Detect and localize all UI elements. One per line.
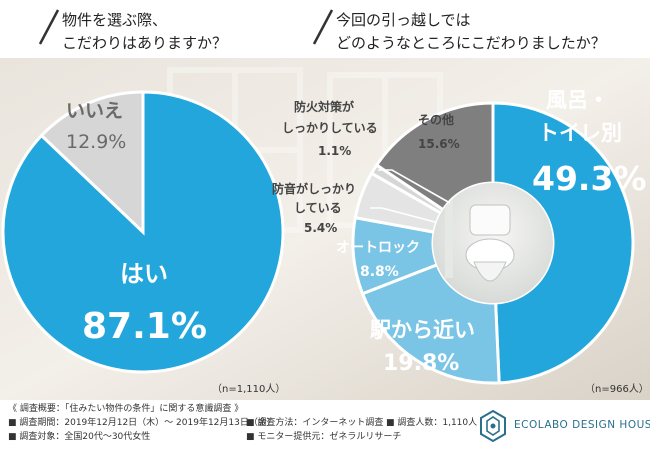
- survey-title: 《 調査概要：「住みたい物件の条件」に関する意識調査 》: [8, 404, 244, 414]
- slice-value-autolock: 8.8%: [360, 264, 399, 280]
- left-pie-slice-no: [39, 90, 145, 236]
- left-slice-label-yes: はい: [120, 260, 168, 288]
- slice-label-fireproof-1: 防火対策が: [294, 99, 354, 114]
- brand-name: ECOLABO DESIGN HOUSE: [514, 419, 650, 431]
- left-sample-note: （n=1,110人）: [212, 383, 285, 395]
- survey-method: ■ 調査方法：インターネット調査: [246, 418, 384, 428]
- left-title-line-2: こだわりはありますか？: [62, 34, 227, 52]
- brand-footer: ECOLABO DESIGN HOUSE: [478, 408, 650, 444]
- right-title-line-1: 今回の引っ越しでは: [336, 11, 471, 29]
- slice-value-other: 15.6%: [418, 137, 460, 151]
- left-pie-chart: [1, 90, 285, 374]
- survey-period: ■ 調査期間：2019年12月12日（木）～ 2019年12月13日（金）: [8, 418, 276, 428]
- right-title-line-2: どのようなところにこだわりましたか？: [336, 34, 606, 52]
- slice-value-station: 19.8%: [383, 351, 459, 376]
- left-slice-value-no: 12.9%: [66, 131, 126, 153]
- header-band: [0, 0, 650, 58]
- slice-label-bath-toilet-2: トイレ別: [538, 121, 622, 145]
- left-slice-label-no: いいえ: [66, 100, 123, 122]
- toilet-photo-icon: [433, 183, 553, 303]
- slice-value-fireproof: 1.1%: [318, 144, 351, 158]
- survey-target: ■ 調査対象：全国20代～30代女性: [8, 432, 151, 442]
- left-title-line-1: 物件を選ぶ際、: [62, 11, 167, 29]
- donut-slice-other: [374, 101, 495, 212]
- charts-canvas: 物件を選ぶ際、 こだわりはありますか？ 今回の引っ越しでは どのようなところにこ…: [0, 0, 650, 400]
- right-sample-note: （n=966人）: [585, 383, 649, 395]
- title-slash-right: [312, 9, 334, 45]
- title-slash-left: [38, 9, 60, 45]
- slice-label-autolock: オートロック: [336, 240, 420, 256]
- slice-value-soundproof: 5.4%: [304, 221, 337, 235]
- slice-label-station: 駅から近い: [370, 318, 475, 342]
- slice-label-fireproof-2: しっかりしている: [282, 121, 378, 135]
- slice-label-soundproof-1: 防音がしっかり: [272, 181, 356, 196]
- survey-provider: ■ モニター提供元：ゼネラルリサーチ: [246, 432, 402, 442]
- left-slice-value-yes: 87.1%: [82, 306, 207, 347]
- leader-lines: [370, 169, 451, 223]
- survey-count: ■ 調査人数：1,110人: [386, 418, 478, 428]
- slice-value-bath-toilet: 49.3%: [532, 159, 647, 198]
- slice-label-bath-toilet-1: 風呂・: [546, 88, 609, 112]
- slice-label-other: その他: [418, 112, 454, 127]
- slice-label-soundproof-2: している: [294, 201, 342, 215]
- ecolabo-logo-icon: [480, 409, 506, 443]
